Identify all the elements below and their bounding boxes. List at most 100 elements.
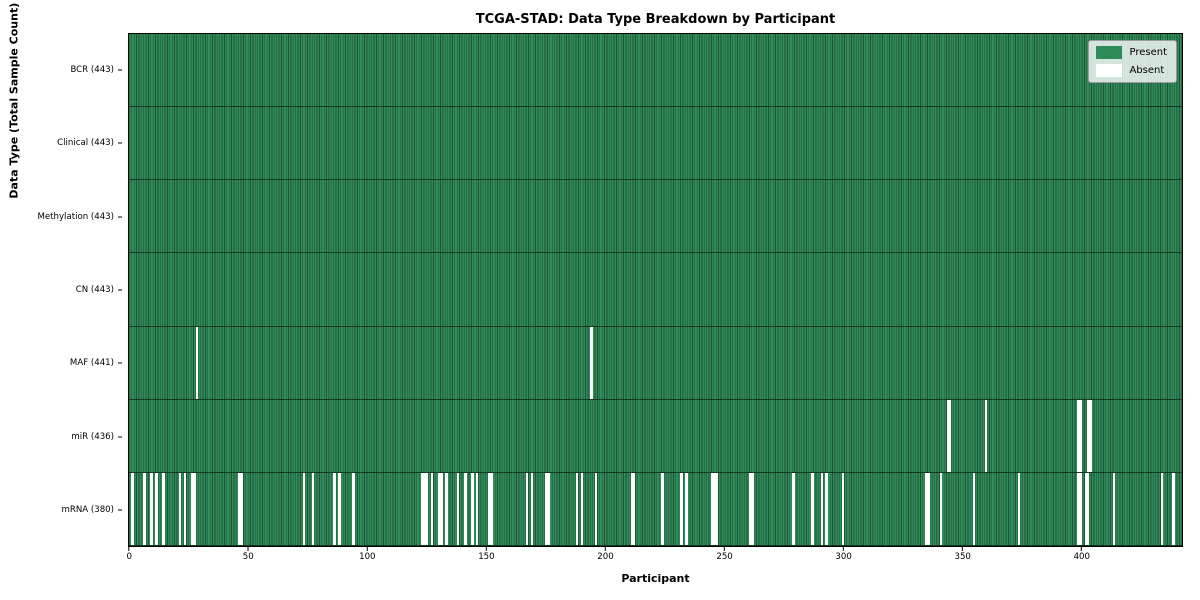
- absent-stripe: [544, 472, 548, 545]
- absent-stripe: [476, 472, 479, 545]
- absent-stripe: [949, 399, 952, 472]
- absent-stripe: [594, 472, 598, 545]
- absent-stripe: [193, 472, 196, 545]
- absent-stripe: [680, 472, 683, 545]
- absent-stripe: [1079, 399, 1083, 472]
- x-tick: 300: [835, 547, 852, 562]
- absent-stripe: [1017, 472, 1021, 545]
- absent-stripe: [1160, 472, 1163, 545]
- absent-stripe: [1172, 472, 1175, 545]
- y-tick-label: MAF (441): [69, 358, 114, 369]
- absent-stripe: [487, 472, 491, 545]
- heatmap-row-MAF: [129, 326, 1182, 400]
- x-tick: 150: [478, 547, 495, 562]
- absent-stripe: [352, 472, 355, 545]
- absent-stripe: [426, 472, 429, 545]
- absent-stripe: [547, 472, 550, 545]
- x-tick-mark: [485, 547, 487, 551]
- absent-stripe: [661, 472, 664, 545]
- absent-stripe: [946, 399, 950, 472]
- heatmap-row-Clinical: [129, 107, 1182, 181]
- absent-stripe: [525, 472, 529, 545]
- absent-stripe: [1077, 472, 1080, 545]
- x-tick-mark: [604, 547, 606, 551]
- absent-stripe: [925, 472, 928, 545]
- x-tick-label: 250: [716, 551, 733, 562]
- x-tick-label: 400: [1073, 551, 1090, 562]
- y-tick-label: CN (443): [75, 285, 114, 295]
- x-tick-label: 300: [835, 551, 852, 562]
- absent-stripe: [421, 472, 424, 545]
- absent-stripe: [749, 472, 752, 545]
- absent-stripe: [632, 472, 636, 545]
- absent-stripe: [238, 472, 241, 545]
- x-tick-label: 100: [359, 551, 376, 562]
- x-tick: 400: [1074, 547, 1090, 562]
- absent-stripe: [575, 472, 579, 545]
- absent-stripe: [811, 472, 814, 545]
- x-tick: 350: [955, 547, 971, 562]
- x-tick-mark: [128, 547, 130, 551]
- x-tick-mark: [247, 547, 249, 551]
- absent-stripe: [590, 326, 593, 399]
- absent-stripe: [240, 472, 244, 545]
- x-axis-title: Participant: [621, 572, 690, 585]
- absent-stripe: [190, 472, 194, 545]
- x-tick-mark: [962, 547, 964, 551]
- heatmap-row-Methylation: [129, 180, 1182, 254]
- y-tick-mark: [118, 289, 122, 291]
- y-tick-label: Methylation (443): [37, 211, 114, 222]
- legend-item-present: Present: [1096, 46, 1167, 59]
- absent-stripe: [438, 472, 441, 545]
- absent-stripe: [1084, 472, 1087, 545]
- legend-swatch-absent: [1096, 64, 1123, 77]
- absent-stripe: [939, 472, 942, 545]
- absent-stripe: [150, 472, 153, 545]
- legend-label: Absent: [1129, 65, 1165, 76]
- absent-stripe: [131, 472, 134, 545]
- y-tick-mark: [118, 69, 122, 71]
- absent-stripe: [423, 472, 427, 545]
- x-tick-mark: [843, 547, 845, 551]
- x-tick: 50: [243, 547, 254, 562]
- legend-item-absent: Absent: [1096, 64, 1167, 77]
- plot-area: Present Absent: [128, 33, 1183, 547]
- y-tick-label: mRNA (380): [61, 505, 115, 516]
- absent-stripe: [630, 472, 633, 545]
- x-tick-label: 350: [954, 551, 971, 562]
- x-tick-label: 0: [126, 551, 132, 562]
- absent-stripe: [440, 472, 443, 545]
- x-tick: 0: [126, 547, 132, 562]
- legend-label: Present: [1129, 47, 1167, 58]
- x-tick-mark: [724, 547, 726, 551]
- y-tick-mark: [118, 362, 122, 364]
- legend-swatch-present: [1096, 46, 1123, 59]
- absent-stripe: [842, 472, 845, 545]
- x-axis: 0 50 100 150 200 250 300 350 400: [126, 547, 1183, 567]
- heatmap-row-BCR: [129, 34, 1182, 108]
- absent-stripe: [445, 472, 448, 545]
- absent-stripe: [1079, 472, 1083, 545]
- absent-stripe: [333, 472, 336, 545]
- x-tick-label: 200: [597, 551, 614, 562]
- y-tick-label: miR (436): [71, 431, 114, 442]
- absent-stripe: [195, 326, 198, 399]
- x-tick-mark: [1081, 547, 1083, 551]
- absent-stripe: [490, 472, 493, 545]
- x-tick-label: 50: [242, 551, 254, 562]
- absent-stripe: [820, 472, 824, 545]
- legend: Present Absent: [1088, 40, 1177, 83]
- y-tick-label: BCR (443): [70, 64, 114, 75]
- absent-stripe: [1089, 399, 1092, 472]
- y-axis: BCR (443) Clinical (443) Methylation (443)…: [0, 33, 122, 547]
- absent-stripe: [716, 472, 719, 545]
- absent-stripe: [792, 472, 795, 545]
- x-tick: 200: [597, 547, 614, 562]
- y-tick-mark: [118, 142, 122, 144]
- absent-stripe: [685, 472, 688, 545]
- absent-stripe: [711, 472, 714, 545]
- x-tick-label: 150: [478, 551, 495, 562]
- absent-stripe: [471, 472, 474, 545]
- absent-stripe: [162, 472, 165, 545]
